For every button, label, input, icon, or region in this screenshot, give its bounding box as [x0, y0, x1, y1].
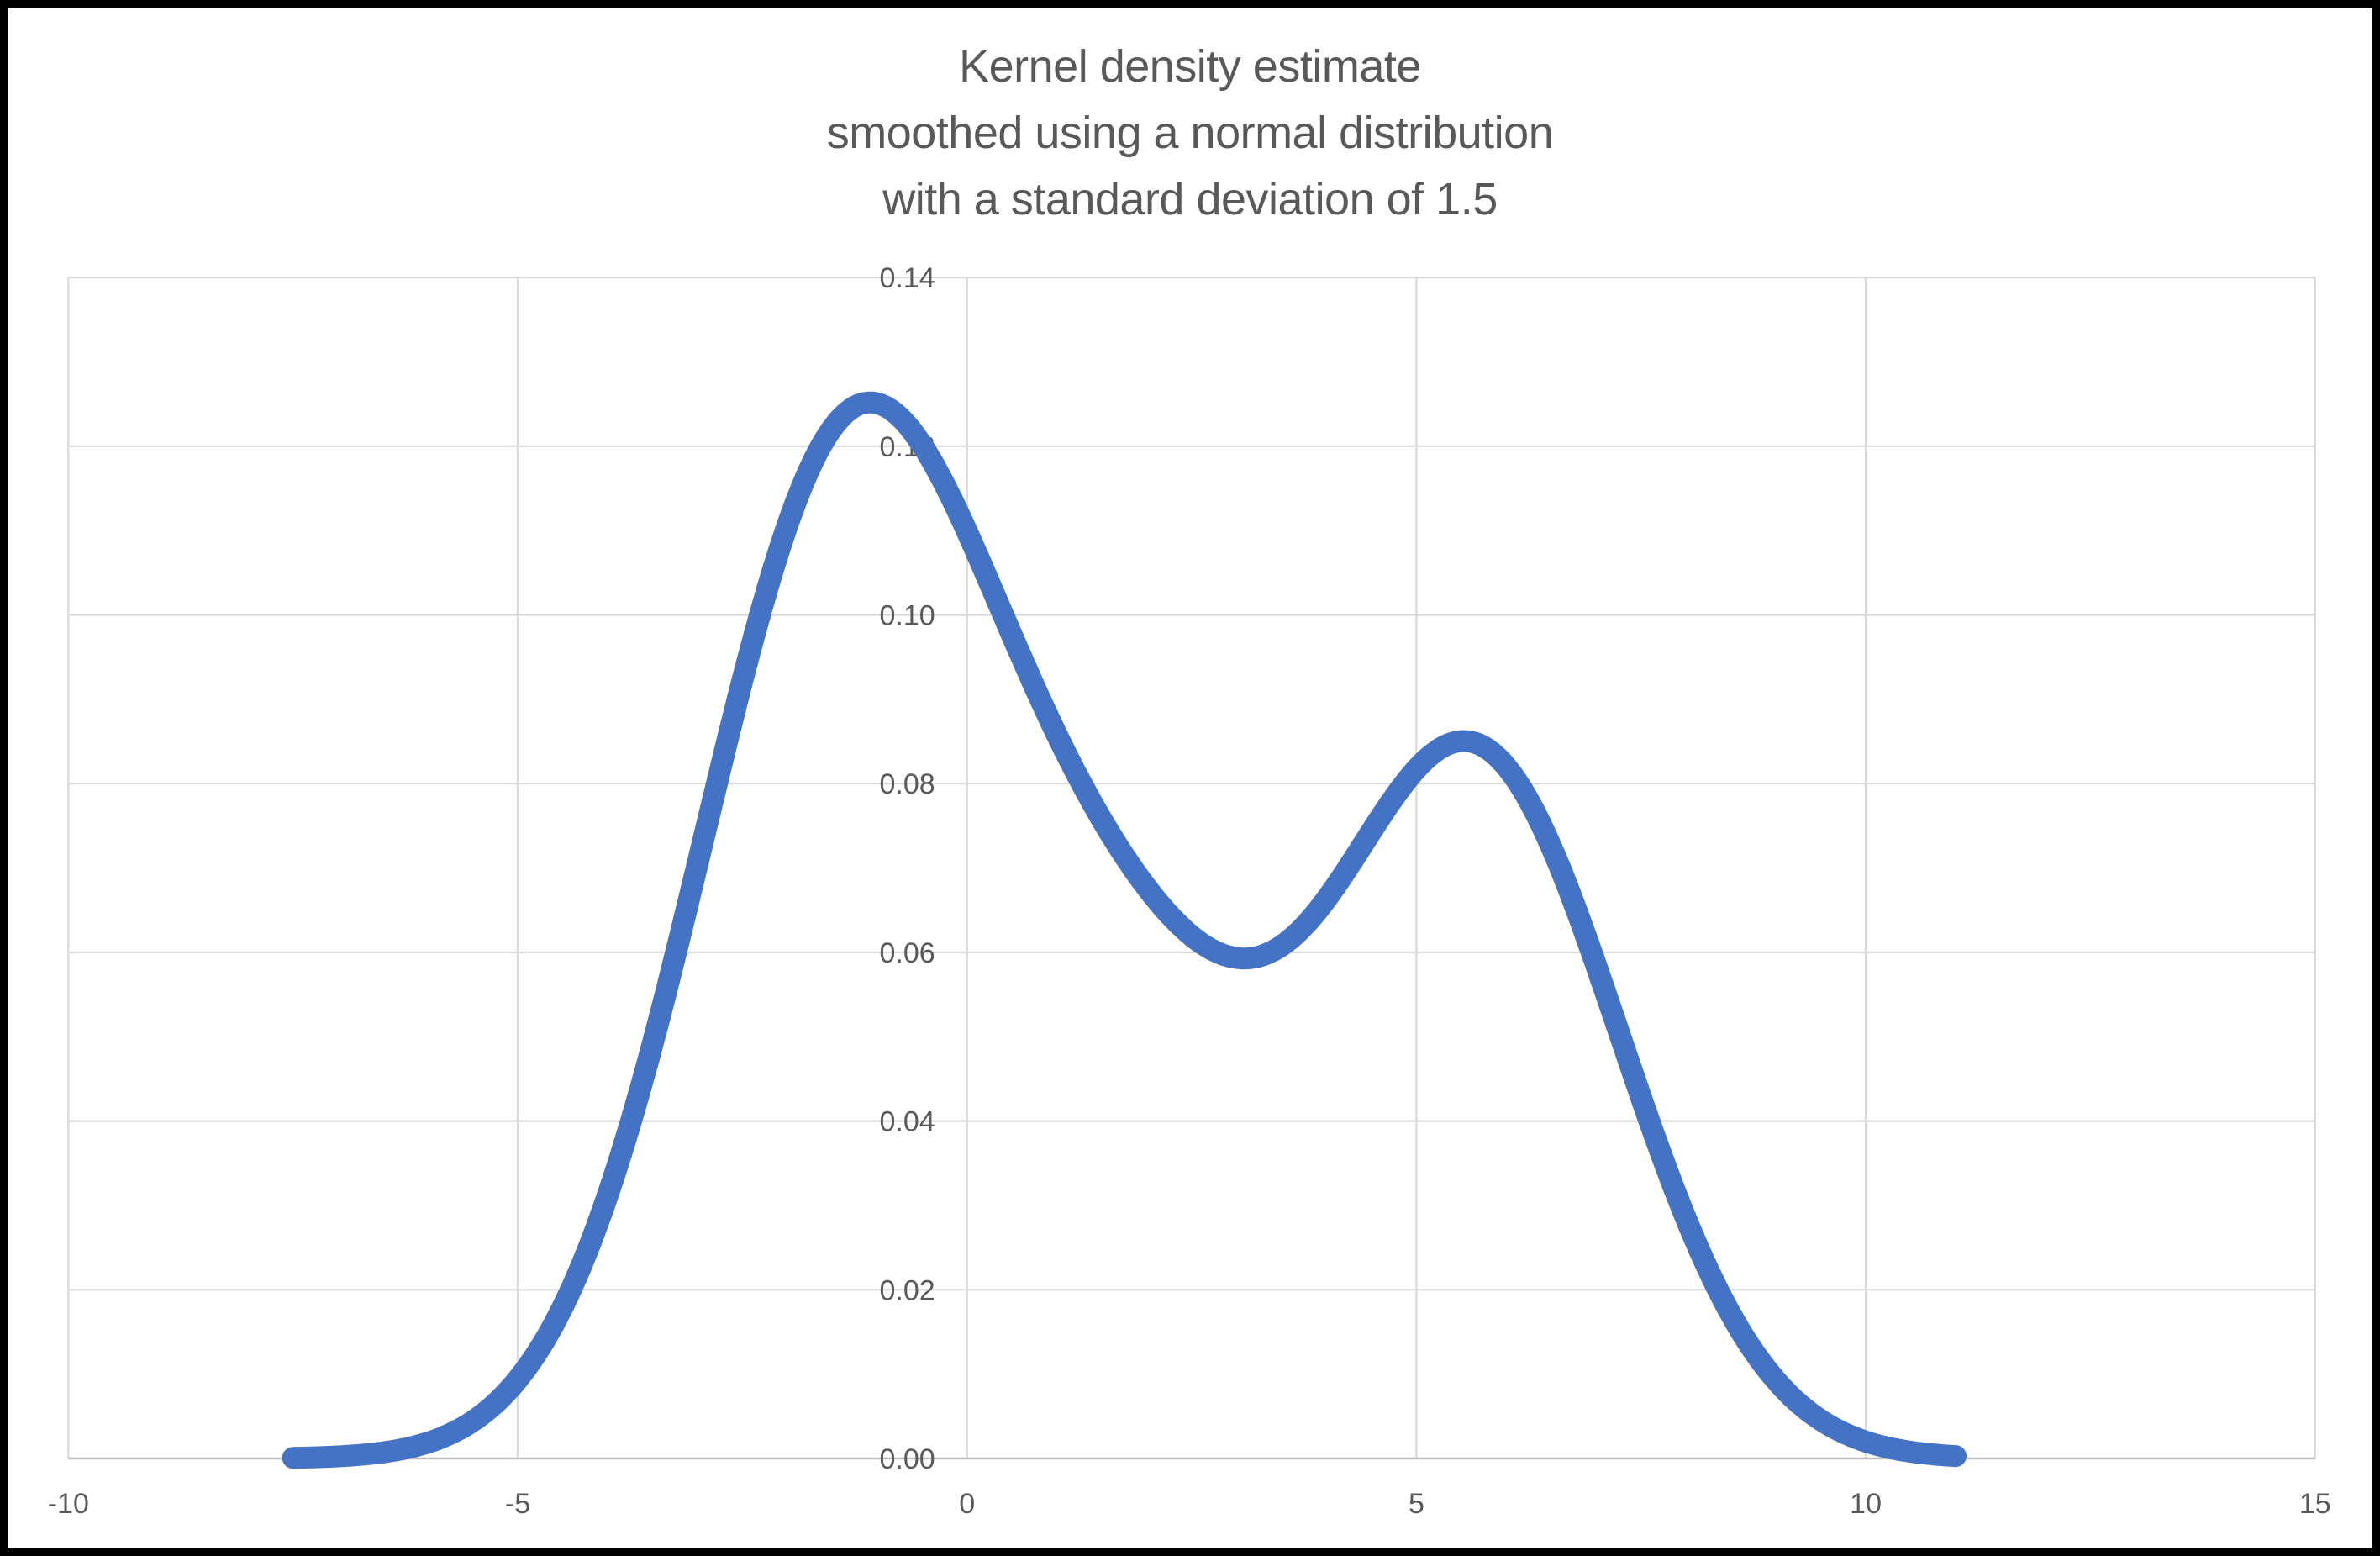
- chart-title-line-1: Kernel density estimate: [959, 41, 1421, 92]
- chart-title-line-2: smoothed using a normal distribution: [826, 108, 1554, 158]
- x-tick-label: 0: [959, 1488, 975, 1520]
- y-tick-label: 0.10: [880, 600, 935, 632]
- y-tick-label: 0.04: [880, 1106, 935, 1138]
- x-tick-label: -5: [505, 1488, 530, 1520]
- y-tick-label: 0.08: [880, 768, 935, 800]
- y-tick-label: 0.06: [880, 937, 935, 969]
- chart-title: Kernel density estimate smoothed using a…: [0, 34, 2380, 233]
- chart-title-line-3: with a standard deviation of 1.5: [882, 174, 1498, 224]
- kde-curve: [282, 391, 1967, 1469]
- x-tick-label: -10: [48, 1488, 89, 1520]
- x-tick-label: 10: [1850, 1488, 1882, 1520]
- y-tick-label: 0.00: [880, 1443, 935, 1475]
- x-tick-label: 15: [2299, 1488, 2331, 1520]
- x-tick-label: 5: [1409, 1488, 1424, 1520]
- y-tick-label: 0.14: [880, 262, 935, 294]
- y-tick-label: 0.02: [880, 1274, 935, 1306]
